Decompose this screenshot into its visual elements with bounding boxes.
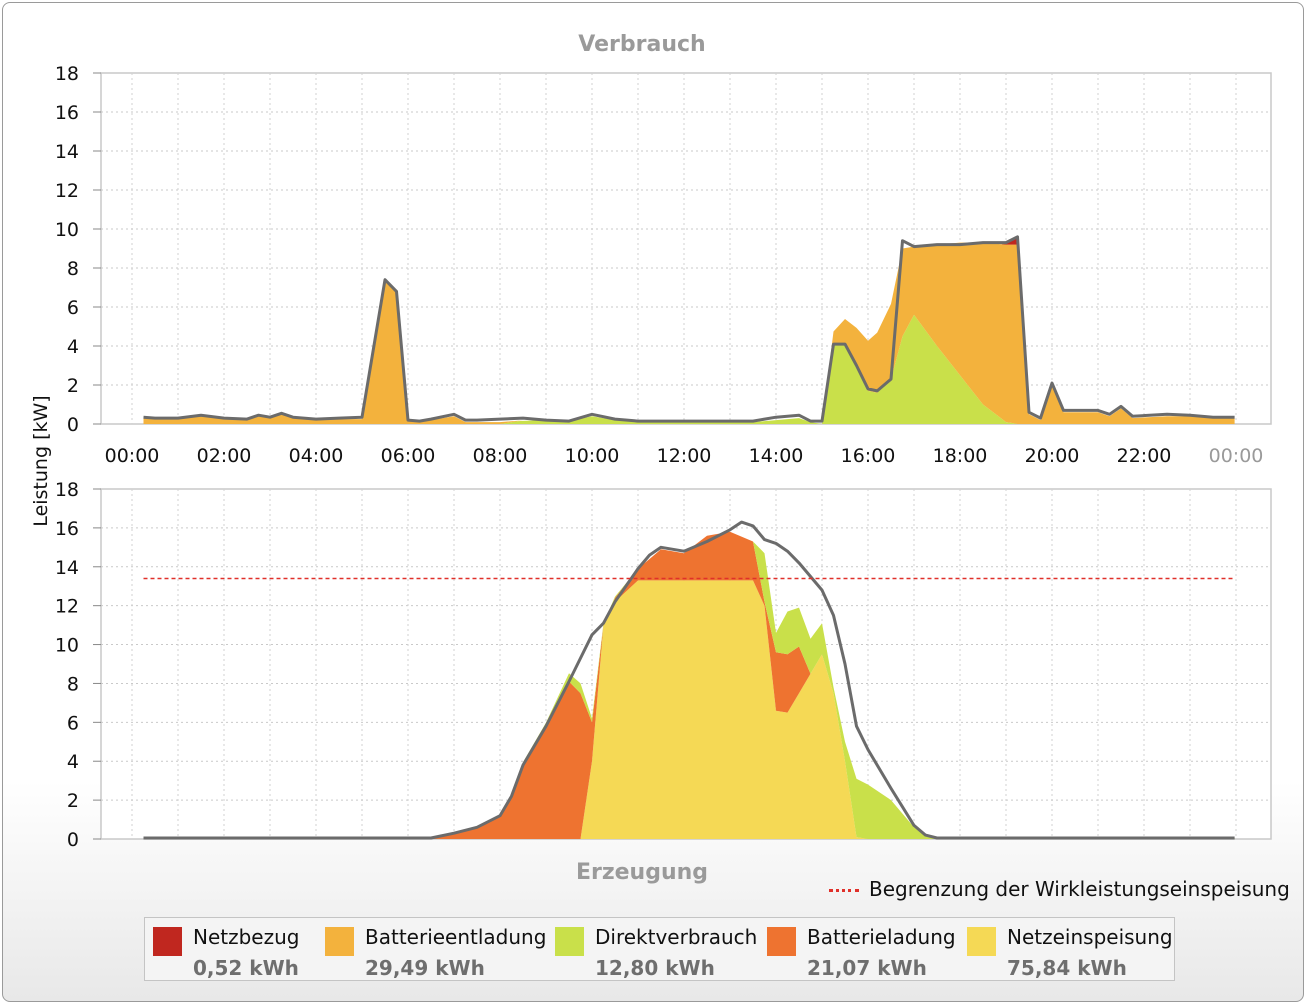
x-tick-label: 02:00 [197, 445, 252, 467]
y-tick-label: 12 [55, 180, 79, 202]
legend: Netzbezug 0,52 kWh Batterieentladung 29,… [144, 917, 1175, 981]
consumption-chart: 0 2 4 6 8 10 12 14 16 18 00:00 02:00 04:00 06:00 08:00… [55, 32, 1272, 467]
limit-line-label: Begrenzung der Wirkleistungseinspeisung [869, 877, 1290, 901]
chart-canvas: 0 2 4 6 8 10 12 14 16 18 00:00 02:00 04:00 06:00 08:00… [30, 32, 1272, 885]
y-tick-label: 6 [67, 712, 79, 734]
y-tick-label: 16 [55, 518, 79, 540]
y-tick-label: 2 [67, 375, 79, 397]
x-tick-label: 20:00 [1025, 445, 1080, 467]
x-tick-label: 10:00 [565, 445, 620, 467]
generation-chart: 0 2 4 6 8 10 12 14 16 18 Erzeugung [55, 479, 1272, 885]
plot-area [100, 72, 1272, 425]
x-tick-label: 08:00 [473, 445, 528, 467]
y-tick-label: 0 [67, 414, 79, 436]
y-tick-label: 2 [67, 790, 79, 812]
x-tick-label: 18:00 [933, 445, 988, 467]
legend-value: 29,49 kWh [365, 956, 485, 980]
area-batterieentladung [143, 242, 1235, 424]
legend-swatch [967, 927, 996, 956]
x-tick-label: 00:00 [105, 445, 160, 467]
x-tick-label: 12:00 [657, 445, 712, 467]
legend-label: Direktverbrauch [595, 925, 758, 949]
x-tick-label: 00:00 [1209, 445, 1264, 467]
x-tick-label: 16:00 [841, 445, 896, 467]
total-line [143, 235, 1235, 423]
x-tick-label: 04:00 [289, 445, 344, 467]
x-tick-label: 22:00 [1117, 445, 1172, 467]
area-netzeinspeisung [143, 580, 1235, 839]
legend-value: 12,80 kWh [595, 956, 715, 980]
y-tick-label: 0 [67, 829, 79, 851]
y-tick-label: 6 [67, 297, 79, 319]
y-tick-label: 4 [67, 336, 79, 358]
legend-value: 0,52 kWh [193, 956, 299, 980]
legend-label: Batterieentladung [365, 925, 547, 949]
y-tick-label: 14 [55, 141, 79, 163]
legend-value: 21,07 kWh [807, 956, 927, 980]
y-tick-label: 12 [55, 596, 79, 618]
legend-swatch [325, 927, 354, 956]
y-tick-label: 18 [55, 479, 79, 501]
legend-label: Netzbezug [193, 925, 300, 949]
y-tick-label: 14 [55, 557, 79, 579]
chart-title-generation: Erzeugung [576, 860, 708, 885]
x-tick-label: 06:00 [381, 445, 436, 467]
y-tick-label: 10 [55, 635, 79, 657]
area-direktverbrauch [143, 314, 1235, 424]
legend-swatch [555, 927, 584, 956]
legend-value: 75,84 kWh [1007, 956, 1127, 980]
y-tick-label: 16 [55, 102, 79, 124]
y-tick-label: 10 [55, 219, 79, 241]
limit-line-swatch [829, 889, 859, 892]
y-tick-label: 18 [55, 63, 79, 85]
legend-label: Batterieladung [807, 925, 956, 949]
y-tick-label: 8 [67, 673, 79, 695]
chart-title-consumption: Verbrauch [578, 32, 705, 57]
y-tick-label: 8 [67, 258, 79, 280]
y-tick-label: 4 [67, 751, 79, 773]
total-line [143, 520, 1235, 840]
legend-swatch [153, 927, 182, 956]
y-axis-label: Leistung [kW] [30, 395, 52, 526]
x-tick-label: 14:00 [749, 445, 804, 467]
legend-swatch [767, 927, 796, 956]
legend-label: Netzeinspeisung [1007, 925, 1173, 949]
